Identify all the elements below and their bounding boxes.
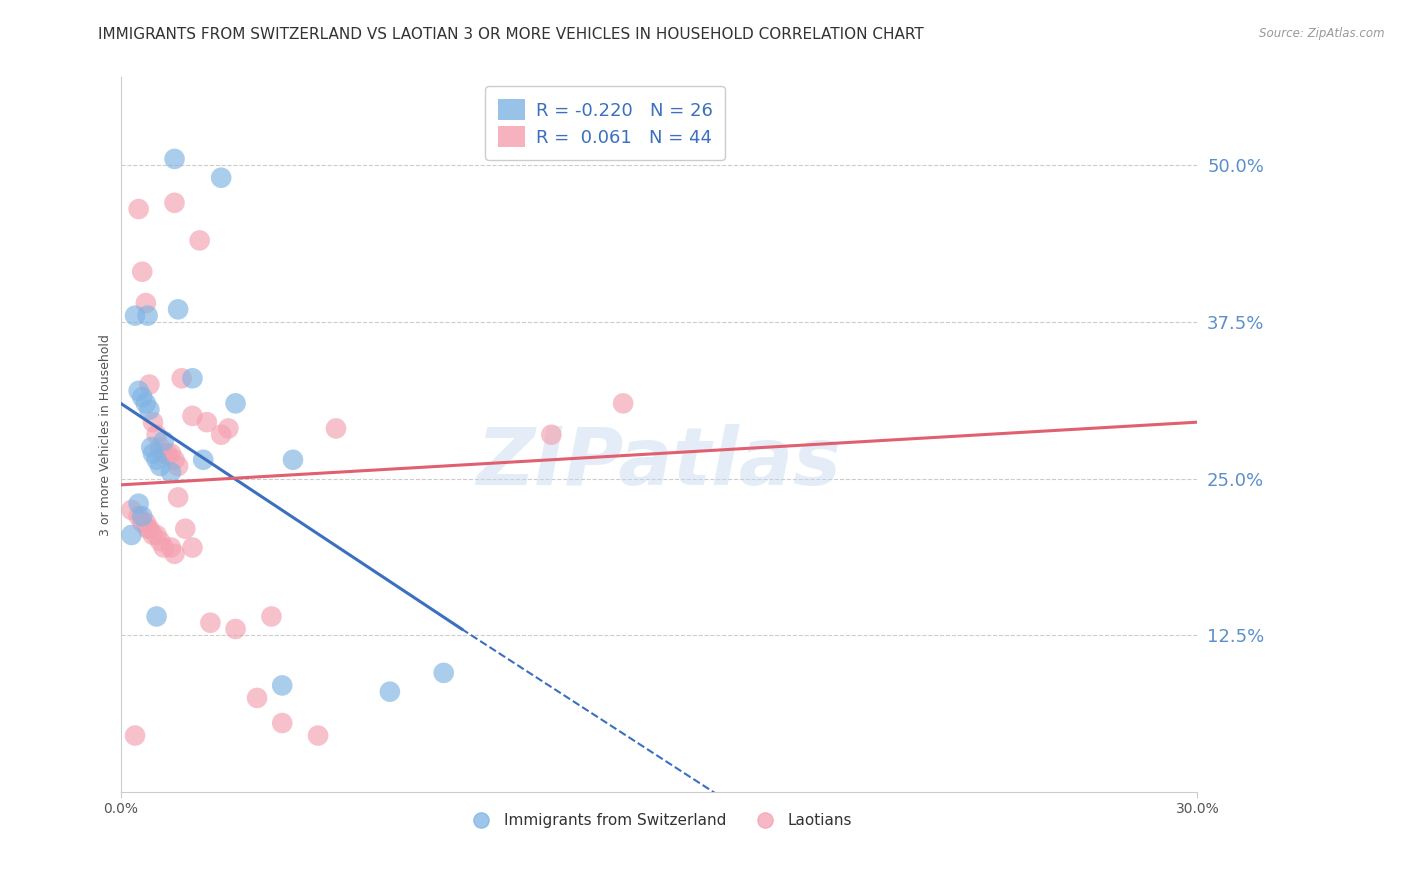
Point <box>181 371 204 385</box>
Point <box>135 296 157 310</box>
Point <box>149 458 172 473</box>
Point <box>246 690 269 705</box>
Point <box>163 452 186 467</box>
Point <box>142 415 165 429</box>
Point <box>271 678 294 692</box>
Point <box>138 402 160 417</box>
Point <box>174 522 197 536</box>
Point <box>120 528 142 542</box>
Point <box>131 390 153 404</box>
Point <box>163 152 186 166</box>
Point <box>195 415 218 429</box>
Point <box>188 234 211 248</box>
Point <box>138 522 160 536</box>
Point <box>260 609 283 624</box>
Point <box>124 309 146 323</box>
Point <box>131 516 153 530</box>
Point <box>149 534 172 549</box>
Point <box>160 446 183 460</box>
Point <box>145 528 167 542</box>
Point <box>135 396 157 410</box>
Point <box>141 440 163 454</box>
Text: ZIPatlas: ZIPatlas <box>477 425 842 502</box>
Point <box>181 541 204 555</box>
Point <box>149 440 172 454</box>
Point <box>540 427 562 442</box>
Point <box>160 465 183 479</box>
Point <box>163 195 186 210</box>
Point <box>128 497 150 511</box>
Point <box>128 202 150 216</box>
Point <box>128 509 150 524</box>
Point <box>612 396 634 410</box>
Point <box>152 541 174 555</box>
Point <box>167 458 190 473</box>
Point <box>152 434 174 448</box>
Point <box>307 729 329 743</box>
Point <box>209 427 232 442</box>
Point <box>135 516 157 530</box>
Point <box>193 452 215 467</box>
Point <box>160 541 183 555</box>
Point <box>325 421 347 435</box>
Point <box>145 427 167 442</box>
Point <box>136 309 159 323</box>
Point <box>156 446 179 460</box>
Legend: Immigrants from Switzerland, Laotians: Immigrants from Switzerland, Laotians <box>460 807 858 834</box>
Point <box>167 491 190 505</box>
Point <box>142 446 165 460</box>
Point <box>128 384 150 398</box>
Y-axis label: 3 or more Vehicles in Household: 3 or more Vehicles in Household <box>100 334 112 535</box>
Point <box>138 377 160 392</box>
Point <box>209 170 232 185</box>
Point <box>131 265 153 279</box>
Point <box>217 421 239 435</box>
Point <box>433 665 456 680</box>
Point <box>145 609 167 624</box>
Text: IMMIGRANTS FROM SWITZERLAND VS LAOTIAN 3 OR MORE VEHICLES IN HOUSEHOLD CORRELATI: IMMIGRANTS FROM SWITZERLAND VS LAOTIAN 3… <box>98 27 924 42</box>
Point <box>225 622 247 636</box>
Point <box>145 452 167 467</box>
Point <box>170 371 193 385</box>
Point <box>271 716 294 731</box>
Point <box>378 684 401 698</box>
Point <box>142 528 165 542</box>
Text: Source: ZipAtlas.com: Source: ZipAtlas.com <box>1260 27 1385 40</box>
Point <box>167 302 190 317</box>
Point <box>200 615 222 630</box>
Point <box>225 396 247 410</box>
Point <box>120 503 142 517</box>
Point <box>181 409 204 423</box>
Point <box>152 446 174 460</box>
Point <box>124 729 146 743</box>
Point <box>136 522 159 536</box>
Point <box>131 509 153 524</box>
Point <box>163 547 186 561</box>
Point <box>281 452 304 467</box>
